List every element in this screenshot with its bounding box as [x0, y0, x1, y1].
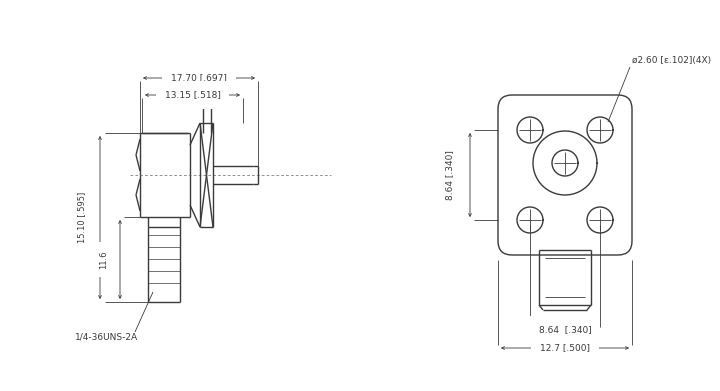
Text: 1/4-36UNS-2A: 1/4-36UNS-2A: [75, 332, 138, 341]
Text: 11.6: 11.6: [99, 250, 109, 269]
Text: 8.64  [.340]: 8.64 [.340]: [539, 325, 591, 334]
Text: 15.10 [.595]: 15.10 [.595]: [78, 192, 86, 243]
FancyBboxPatch shape: [498, 95, 632, 255]
Text: 13.15 [.518]: 13.15 [.518]: [165, 90, 220, 99]
Text: ø2.60 [ε.102](4X): ø2.60 [ε.102](4X): [632, 56, 711, 65]
Text: 8.64 [.340]: 8.64 [.340]: [446, 150, 454, 200]
Text: 12.7 [.500]: 12.7 [.500]: [540, 344, 590, 353]
Text: 17.70 [.697]: 17.70 [.697]: [171, 74, 227, 83]
